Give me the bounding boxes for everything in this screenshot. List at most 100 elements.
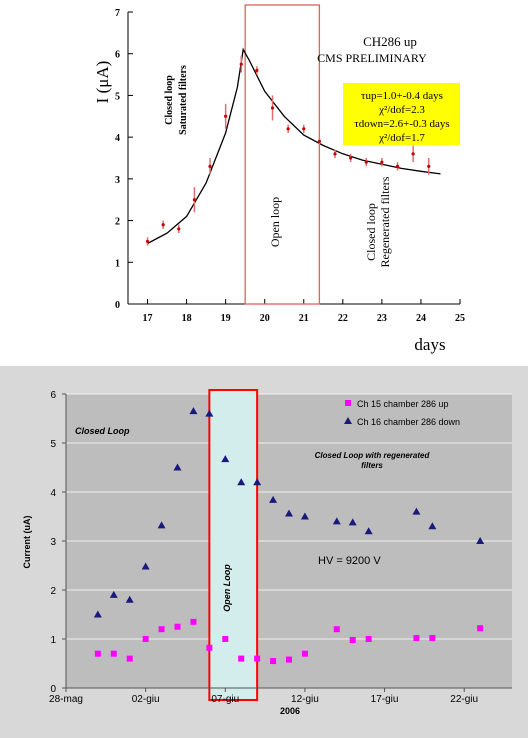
chart2-y-tick-label: 1	[50, 635, 56, 646]
legend-marker-ch16	[344, 417, 352, 424]
chart1-fit-box-bg	[343, 83, 460, 145]
chart2-x-tick-label: 17-giu	[371, 694, 399, 705]
chart2-label-closed-loop-regen-1: Closed Loop with regenerated	[315, 451, 431, 460]
chart2-label-hv: HV = 9200 V	[318, 555, 381, 567]
chart1-point	[255, 68, 259, 72]
chart1-point	[239, 62, 243, 66]
legend-marker-ch15	[345, 400, 351, 406]
chart2-point-ch15	[142, 636, 149, 642]
chart2-point-ch16	[141, 562, 150, 570]
chart1-point	[145, 239, 150, 244]
chart1-y-tick-label: 5	[115, 91, 120, 102]
chart2-data-points	[93, 407, 485, 665]
chart2-y-ticks: 0 1 2 3 4 5 6	[50, 390, 66, 695]
chart1-label-open-loop: Open loop	[268, 197, 282, 247]
chart1-fit-curve	[147, 47, 441, 245]
chart2-point-ch16	[348, 518, 357, 526]
chart2-point-ch16	[205, 409, 214, 417]
chart1-x-tick-label: 20	[260, 313, 270, 324]
chart1-label-regenerated-filters: Regenerated filters	[378, 176, 392, 267]
chart2-legend: Ch 15 chamber 286 up Ch 16 chamber 286 d…	[344, 399, 460, 427]
chart2-point-ch15	[238, 655, 245, 662]
chart1-y-tick-label: 6	[115, 50, 120, 61]
chart2-point-ch16	[364, 527, 373, 535]
chart1-fit-line-2: χ²/dof=2.3	[378, 104, 425, 116]
legend-label-ch15: Ch 15 chamber 286 up	[357, 399, 449, 409]
chart2-point-ch15	[365, 636, 372, 642]
chart1-label-closed-loop: Closed loop	[164, 75, 175, 125]
chart1-fit-line-1: τup=1.0+-0.4 days	[361, 90, 443, 102]
chart2-point-ch16	[412, 507, 421, 515]
chart1-point	[349, 156, 353, 160]
chart2-point-ch15	[413, 635, 420, 642]
chart2-label-closed-loop-regen-2: filters	[361, 461, 383, 470]
chart1-y-tick-label: 2	[115, 217, 120, 228]
chart2-point-ch15	[222, 636, 229, 642]
chart1-y-tick-label: 4	[115, 133, 120, 144]
chart1-x-tick-label: 22	[338, 313, 348, 324]
chart2-x-tick-label: 07-giu	[211, 694, 239, 705]
chart2-x-tick-label: 02-giu	[132, 694, 160, 705]
chart2-point-ch15	[206, 644, 213, 651]
chart2-y-tick-label: 0	[50, 684, 56, 695]
chart1-x-tick-label: 17	[143, 313, 153, 324]
chart2-point-ch16	[269, 495, 278, 503]
chart2-point-ch15	[126, 655, 133, 662]
chart2-y-tick-label: 4	[50, 488, 56, 499]
chart2-point-ch15	[301, 650, 308, 657]
chart1-x-tick-label: 23	[377, 313, 387, 324]
chart1-point	[427, 164, 431, 168]
chart2-point-ch16	[189, 407, 198, 415]
chart2-point-ch15	[333, 626, 340, 633]
chart2-point-ch16	[157, 521, 166, 529]
chart2-x-ticks: 28-mag 02-giu 07-giu 12-giu 17-giu 22-giu	[49, 688, 478, 705]
chart2-point-ch15	[174, 623, 181, 630]
chart2-point-ch16	[125, 595, 134, 603]
chart1-point	[270, 106, 275, 110]
chart2-open-loop-region	[208, 389, 259, 701]
chart1-y-tick-label: 3	[115, 175, 120, 186]
chart-2-dates: 0 1 2 3 4 5 6 28-mag 02-giu 07-giu 12-giu 17-giu 22…	[0, 366, 528, 738]
chart1-point	[364, 160, 368, 164]
chart2-point-ch15	[110, 650, 117, 657]
chart2-x-tick-label: 28-mag	[49, 694, 83, 705]
chart2-point-ch16	[476, 537, 485, 544]
chart1-x-tick-label: 24	[416, 313, 426, 324]
chart2-point-ch16	[93, 610, 102, 618]
chart2-label-open-loop: Open Loop	[222, 564, 232, 612]
chart1-point	[224, 114, 228, 118]
chart1-fit-line-4: χ²/dof=1.7	[378, 132, 425, 144]
chart1-y-tick-label: 7	[115, 8, 120, 19]
chart1-y-tick-label: 1	[115, 258, 120, 269]
chart1-subtitle: CMS PRELIMINARY	[317, 51, 427, 65]
chart2-point-ch15	[254, 655, 261, 662]
chart2-point-ch15	[190, 618, 197, 625]
chart2-point-ch16	[300, 512, 309, 520]
chart2-point-ch15	[94, 650, 101, 657]
chart1-point	[208, 164, 212, 168]
chart1-point	[177, 227, 181, 231]
chart2-x-tick-label: 22-giu	[450, 694, 478, 705]
chart2-point-ch16	[285, 509, 293, 517]
chart2-y-axis-label: Current (uA)	[22, 516, 32, 569]
chart2-point-ch16	[173, 463, 182, 471]
chart1-x-ticks: 17 18 19 20 21 22 23 24 25	[143, 299, 465, 324]
chart2-label-closed-loop: Closed Loop	[75, 426, 130, 436]
chart2-y-tick-label: 3	[50, 537, 56, 548]
chart2-point-ch15	[429, 635, 436, 642]
chart1-point	[317, 139, 321, 143]
chart1-open-loop-region	[244, 4, 321, 305]
chart2-grid	[66, 393, 512, 640]
chart2-point-ch16	[332, 517, 341, 525]
chart2-x-axis-label: 2006	[280, 706, 300, 716]
chart1-data-points	[145, 55, 431, 246]
chart2-x-tick-label: 12-giu	[291, 694, 319, 705]
chart2-point-ch15	[349, 636, 356, 643]
chart2-point-ch16	[237, 478, 246, 486]
chart2-point-ch16	[428, 522, 437, 530]
chart1-point	[395, 164, 400, 168]
chart1-x-axis-label: days	[414, 335, 445, 354]
chart2-point-ch15	[270, 658, 277, 665]
chart1-title: CH286 up	[363, 34, 417, 49]
